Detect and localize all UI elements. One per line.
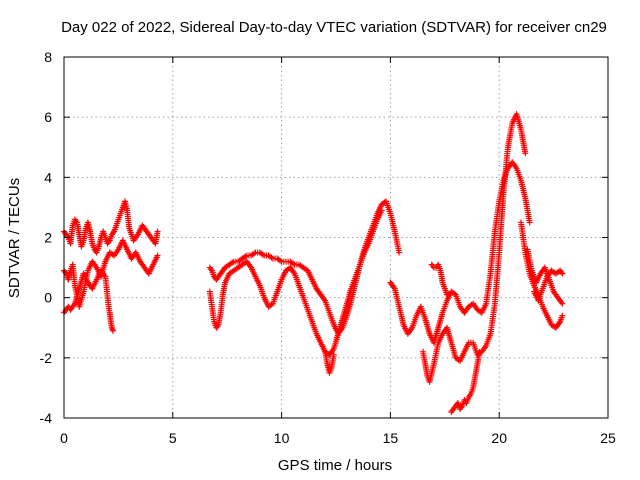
series-track-10 — [428, 261, 450, 298]
axis-ticks — [63, 56, 609, 419]
x-tick-labels: 0 5 10 15 20 25 — [60, 430, 616, 446]
x-tick-label: 20 — [491, 430, 507, 446]
data-point — [154, 228, 161, 235]
y-tick-label: 8 — [44, 49, 52, 65]
data-point — [559, 270, 566, 277]
x-axis-title: GPS time / hours — [278, 457, 392, 474]
data-point — [559, 300, 566, 307]
series-track-13 — [531, 267, 566, 304]
y-tick-label: 6 — [44, 109, 52, 125]
data-point — [154, 252, 161, 259]
data-point — [559, 312, 566, 319]
series-track-11 — [517, 219, 566, 331]
y-tick-label: 2 — [44, 230, 52, 246]
data-point — [476, 348, 483, 355]
series-track-6 — [322, 348, 337, 376]
data-point — [396, 249, 403, 256]
y-axis-title: SDTVAR / TECUs — [6, 178, 23, 298]
series-track-5 — [206, 207, 385, 358]
data-points — [61, 111, 566, 415]
data-point — [522, 150, 529, 157]
series-track-9 — [448, 348, 483, 415]
data-point — [109, 327, 116, 334]
y-tick-label: 4 — [44, 169, 52, 185]
data-point — [526, 219, 533, 226]
y-tick-label: -4 — [40, 410, 53, 426]
data-point — [378, 207, 385, 214]
y-tick-label: -2 — [40, 350, 53, 366]
series-track-8 — [420, 111, 529, 385]
series-track-3 — [61, 267, 116, 334]
y-tick-labels: -4 -2 0 2 4 6 8 — [40, 49, 53, 426]
x-tick-label: 5 — [169, 430, 177, 446]
x-tick-label: 10 — [274, 430, 290, 446]
series-track-7 — [387, 159, 533, 346]
data-point — [443, 291, 450, 298]
x-tick-label: 0 — [60, 430, 68, 446]
grid — [64, 57, 608, 418]
y-tick-label: 0 — [44, 290, 52, 306]
x-tick-label: 25 — [600, 430, 616, 446]
x-tick-label: 15 — [383, 430, 399, 446]
series-track-1 — [61, 198, 161, 256]
data-point — [330, 351, 337, 358]
chart-title: Day 022 of 2022, Sidereal Day-to-day VTE… — [61, 19, 607, 36]
